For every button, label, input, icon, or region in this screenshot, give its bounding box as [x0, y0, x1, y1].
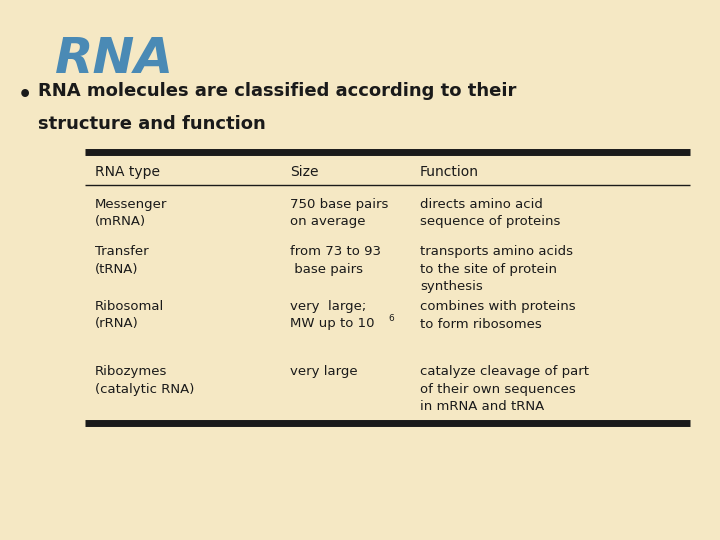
- Text: Transfer
(tRNA): Transfer (tRNA): [95, 245, 148, 275]
- Text: Messenger
(mRNA): Messenger (mRNA): [95, 198, 167, 228]
- Text: catalyze cleavage of part
of their own sequences
in mRNA and tRNA: catalyze cleavage of part of their own s…: [420, 365, 589, 413]
- Text: transports amino acids
to the site of protein
synthesis: transports amino acids to the site of pr…: [420, 245, 573, 293]
- Text: from 73 to 93
 base pairs: from 73 to 93 base pairs: [290, 245, 381, 275]
- Text: directs amino acid
sequence of proteins: directs amino acid sequence of proteins: [420, 198, 560, 228]
- Text: RNA type: RNA type: [95, 165, 160, 179]
- Text: Ribosomal
(rRNA): Ribosomal (rRNA): [95, 300, 164, 330]
- Text: very large: very large: [290, 365, 358, 378]
- Text: 6: 6: [388, 314, 394, 323]
- Text: Function: Function: [420, 165, 479, 179]
- Text: structure and function: structure and function: [38, 115, 266, 133]
- Text: very  large;
MW up to 10: very large; MW up to 10: [290, 300, 374, 330]
- Text: 750 base pairs
on average: 750 base pairs on average: [290, 198, 388, 228]
- Text: RNA molecules are classified according to their: RNA molecules are classified according t…: [38, 82, 516, 100]
- Text: combines with proteins
to form ribosomes: combines with proteins to form ribosomes: [420, 300, 575, 330]
- Text: Ribozymes
(catalytic RNA): Ribozymes (catalytic RNA): [95, 365, 194, 395]
- Text: RNA: RNA: [55, 35, 174, 83]
- Text: Size: Size: [290, 165, 318, 179]
- Text: •: •: [18, 85, 32, 105]
